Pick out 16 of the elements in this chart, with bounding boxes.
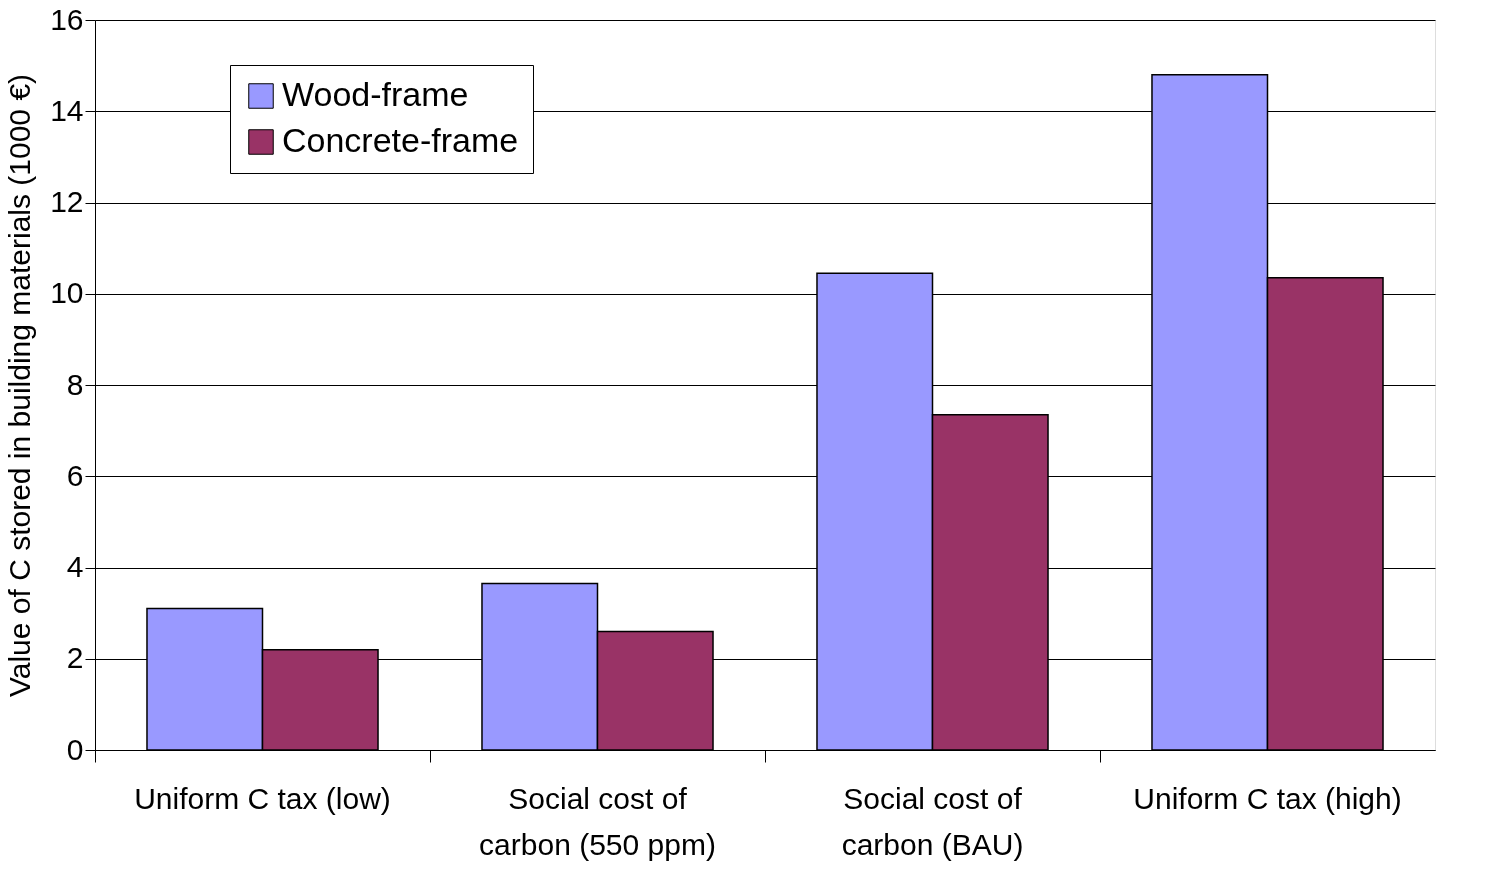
y-tick-label: 16	[50, 2, 84, 36]
x-tick-label: Social cost of carbon (BAU)	[841, 781, 1024, 861]
y-axis-title: Value of C stored in building materials (1000 €)	[3, 73, 37, 698]
y-tick-label: 8	[66, 367, 84, 401]
legend-label: Concrete-frame	[282, 121, 519, 159]
y-tick-label: 4	[66, 550, 84, 583]
x-tick-label: Uniform C tax (low)	[134, 781, 391, 815]
y-tick-label: 6	[66, 458, 84, 492]
y-tick-label: 2	[66, 641, 84, 675]
y-tick-label: 0	[66, 732, 84, 766]
y-tick-label: 12	[50, 185, 84, 218]
x-tick-label: Uniform C tax (high)	[1133, 781, 1402, 815]
y-tick-label: 14	[50, 93, 84, 127]
x-tick-label: Social cost of carbon (550 ppm)	[479, 781, 716, 861]
y-tick-label: 10	[50, 276, 84, 310]
legend-label: Wood-frame	[282, 75, 469, 113]
